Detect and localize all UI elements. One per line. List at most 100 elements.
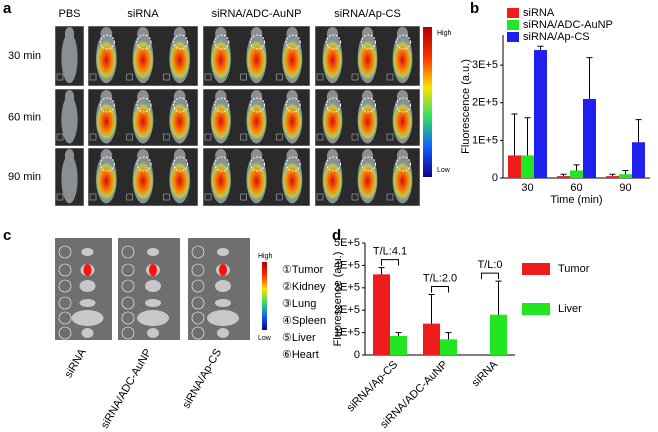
heat-signal xyxy=(210,160,232,202)
mouse-head xyxy=(100,27,113,41)
slot xyxy=(191,296,205,310)
slot xyxy=(121,263,135,277)
mouse-head xyxy=(100,90,113,104)
scale-box xyxy=(204,193,212,201)
mouse-head xyxy=(396,27,409,41)
x-tick-label: 30 xyxy=(521,182,533,194)
organ xyxy=(145,299,161,307)
tumor-marker xyxy=(326,34,341,50)
organ-label: ①Tumor xyxy=(282,264,324,276)
tumor-marker xyxy=(396,156,411,172)
heat-signal xyxy=(322,101,343,142)
column-header: siRNA/ADC-AuNP xyxy=(212,8,302,20)
column-header: PBS xyxy=(58,8,80,20)
mouse-head xyxy=(361,149,374,163)
organ xyxy=(145,280,161,292)
scale-box xyxy=(351,73,359,81)
scale-box xyxy=(126,193,133,201)
annotation: T/L:2.0 xyxy=(423,272,457,284)
sample-label: siRNA xyxy=(63,346,89,380)
mouse-head xyxy=(64,149,75,163)
slot xyxy=(58,263,72,277)
heat-signal xyxy=(357,101,378,142)
y-tick-label: 0 xyxy=(492,172,498,184)
panel-label: d xyxy=(332,227,341,244)
organ xyxy=(215,299,231,307)
y-tick-label: 1E+5 xyxy=(334,327,360,339)
slot xyxy=(191,311,205,325)
organ xyxy=(215,280,231,292)
heat-signal xyxy=(168,160,191,202)
mouse-head xyxy=(326,149,339,163)
y-tick-label: 2E+5 xyxy=(334,304,360,316)
heat-signal xyxy=(357,39,378,81)
tumor-marker xyxy=(99,156,115,172)
scale-box xyxy=(89,133,97,141)
error-bar xyxy=(395,332,402,336)
mouse-head xyxy=(250,27,263,41)
legend-swatch xyxy=(522,263,550,275)
mouse-head xyxy=(215,27,227,41)
y-tick-label: 4E+5 xyxy=(334,259,360,271)
mouse-head xyxy=(64,90,75,104)
annotation: T/L:4.1 xyxy=(373,246,407,258)
scale-box xyxy=(204,133,212,141)
tumor-marker xyxy=(173,97,189,113)
scale-box xyxy=(163,73,170,81)
x-tick-label: 90 xyxy=(619,182,631,194)
bar xyxy=(557,176,570,178)
bar xyxy=(606,176,619,178)
error-bar xyxy=(560,173,567,177)
bar xyxy=(619,174,632,178)
y-tick-label: 0 xyxy=(354,349,360,361)
scale-box xyxy=(126,73,133,81)
heat-signal xyxy=(392,160,413,202)
organ xyxy=(147,248,159,256)
bar xyxy=(490,314,507,355)
mouse-head xyxy=(326,90,339,104)
mouse xyxy=(61,32,78,84)
scale-box xyxy=(276,73,283,81)
heat-signal xyxy=(245,39,268,81)
slot xyxy=(121,326,135,340)
heat-signal xyxy=(210,101,232,142)
mouse xyxy=(61,95,78,144)
bar xyxy=(632,142,645,178)
y-axis-title: Fluorescence (a.u.) xyxy=(460,59,472,154)
organ xyxy=(79,280,96,292)
scale-box xyxy=(386,193,394,201)
bar xyxy=(570,170,583,178)
scale-box xyxy=(240,73,247,81)
heat-signal xyxy=(168,101,191,142)
scale-box xyxy=(276,193,283,201)
colorbar-high: High xyxy=(437,30,452,37)
x-tick-label: siRNA/Ap-CS xyxy=(345,359,401,415)
mouse-head xyxy=(396,149,409,163)
slot xyxy=(191,279,205,293)
tumor-marker xyxy=(361,156,376,172)
organ xyxy=(217,248,229,256)
scale-box xyxy=(351,133,359,141)
organ xyxy=(71,310,104,326)
legend-label: Tumor xyxy=(558,263,590,275)
heat-signal xyxy=(168,39,191,81)
tumor-marker xyxy=(173,156,189,172)
slot xyxy=(121,279,135,293)
y-tick-label: 5E+5 xyxy=(334,237,360,249)
x-tick-label: 60 xyxy=(570,182,582,194)
tumor-marker xyxy=(214,34,230,50)
error-bar xyxy=(537,45,544,51)
mouse-head xyxy=(137,90,149,104)
mouse-head xyxy=(137,149,149,163)
mouse-head xyxy=(64,27,75,41)
bracket xyxy=(431,286,449,293)
tumor-marker xyxy=(396,97,411,113)
error-bar xyxy=(586,57,593,99)
annotation: T/L:0 xyxy=(477,259,502,271)
slot xyxy=(191,326,205,340)
mouse-head xyxy=(361,90,374,104)
mouse-head xyxy=(173,90,186,104)
heat-signal xyxy=(281,101,303,142)
scale-box xyxy=(386,73,394,81)
error-bar xyxy=(428,294,435,324)
